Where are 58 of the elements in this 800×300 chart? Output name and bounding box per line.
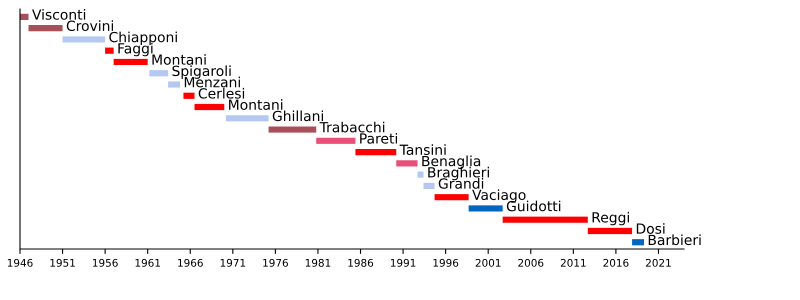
y-tick-label: Ghillani bbox=[272, 110, 323, 122]
bar bbox=[183, 92, 195, 99]
x-tick-label: 1956 bbox=[93, 258, 118, 267]
bar bbox=[468, 205, 503, 212]
y-tick-label: Chiapponi bbox=[109, 32, 177, 46]
bar bbox=[434, 194, 469, 200]
bar bbox=[502, 216, 588, 223]
x-tick-label: 1966 bbox=[178, 258, 203, 267]
bar bbox=[588, 228, 632, 234]
bar bbox=[418, 172, 424, 178]
y-tick-label: Spigaroli bbox=[172, 65, 231, 79]
y-tick-label: Faggi bbox=[118, 42, 152, 56]
y-tick-label: Crovini bbox=[66, 20, 113, 32]
y-tick-label: Trabacchi bbox=[320, 122, 384, 132]
y-tick-label: Barbieri bbox=[648, 234, 701, 246]
y-tick-label: Reggi bbox=[592, 212, 629, 226]
y-tick-label: Pareti bbox=[360, 132, 398, 144]
y-tick-label: Cerlesi bbox=[198, 88, 244, 99]
x-tick-label: 1946 bbox=[8, 258, 33, 267]
bar bbox=[28, 25, 63, 32]
y-tick-label: Grandi bbox=[438, 178, 484, 189]
x-tick-label: 1951 bbox=[50, 258, 75, 267]
bar bbox=[226, 115, 269, 122]
y-tick-label: Guidotti bbox=[506, 200, 560, 212]
bar bbox=[396, 160, 418, 166]
y-tick-label: Benaglia bbox=[422, 156, 480, 169]
bar bbox=[105, 48, 114, 54]
y-tick-label: Menzani bbox=[184, 76, 240, 88]
bar bbox=[20, 14, 29, 20]
x-tick-label: 1996 bbox=[434, 258, 458, 267]
x-tick-label: 2016 bbox=[603, 258, 628, 267]
bar bbox=[424, 182, 435, 189]
x-tick-label: 2021 bbox=[646, 258, 671, 267]
y-tick-label: Montani bbox=[229, 99, 282, 110]
y-tick-label: Vaciago bbox=[472, 189, 526, 203]
bar bbox=[114, 58, 148, 66]
bar bbox=[194, 104, 224, 110]
x-tick-label: 1986 bbox=[348, 258, 374, 267]
x-tick-label: 1981 bbox=[306, 258, 330, 267]
bar bbox=[149, 70, 168, 76]
x-tick-label: 2001 bbox=[476, 258, 500, 267]
x-tick-label: 1991 bbox=[390, 258, 416, 267]
bar bbox=[355, 149, 396, 156]
y-tick-label: Braghieri bbox=[428, 166, 489, 180]
bar bbox=[62, 36, 106, 43]
x-tick-label: 1971 bbox=[220, 258, 246, 267]
bar bbox=[316, 138, 356, 144]
bar bbox=[632, 239, 644, 246]
bar bbox=[168, 81, 180, 88]
x-tick-label: 1976 bbox=[263, 258, 288, 267]
y-tick-label: Montani bbox=[152, 54, 206, 65]
x-tick-label: 2011 bbox=[560, 258, 586, 267]
bar bbox=[268, 126, 316, 133]
x-tick-label: 1961 bbox=[136, 258, 160, 267]
x-tick-label: 2006 bbox=[518, 258, 544, 267]
y-tick-label: Tansini bbox=[400, 144, 446, 155]
y-tick-label: Visconti bbox=[32, 9, 86, 20]
y-tick-label: Dosi bbox=[636, 223, 664, 234]
